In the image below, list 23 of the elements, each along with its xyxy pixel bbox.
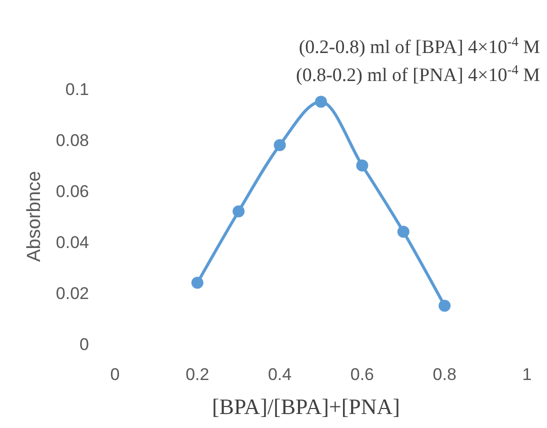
y-tick-label: 0.04	[56, 232, 89, 252]
y-tick-label: 0.1	[65, 80, 89, 99]
y-tick-label: 0.02	[56, 284, 89, 303]
x-tick-label: 1	[522, 365, 532, 384]
point	[315, 96, 327, 108]
x-tick-label: 0.2	[186, 365, 210, 384]
x-tick-label: 0.8	[432, 365, 456, 384]
point	[274, 139, 286, 152]
x-tick-label: 0.6	[350, 365, 374, 384]
point	[191, 276, 204, 289]
point	[232, 205, 245, 218]
y-tick-label: 0.06	[56, 182, 89, 201]
x-tick-label: 0	[110, 365, 120, 384]
point	[397, 226, 410, 238]
x-axis-title: [BPA]/[BPA]+[PNA]	[212, 394, 400, 419]
y-tick-label: 0	[80, 334, 89, 354]
point	[356, 160, 368, 172]
x-tick-label: 0.4	[268, 365, 292, 384]
y-axis-title: Absorbnce	[24, 171, 45, 262]
y-tick-label: 0.08	[56, 130, 89, 150]
text: (0.2-0.8) ml of [BPA] 4×10$^{-4}$ M	[298, 34, 540, 58]
text: (0.8-0.2) ml of [PNA] 4×10$^{-4}$ M	[296, 62, 540, 86]
point	[438, 300, 451, 312]
